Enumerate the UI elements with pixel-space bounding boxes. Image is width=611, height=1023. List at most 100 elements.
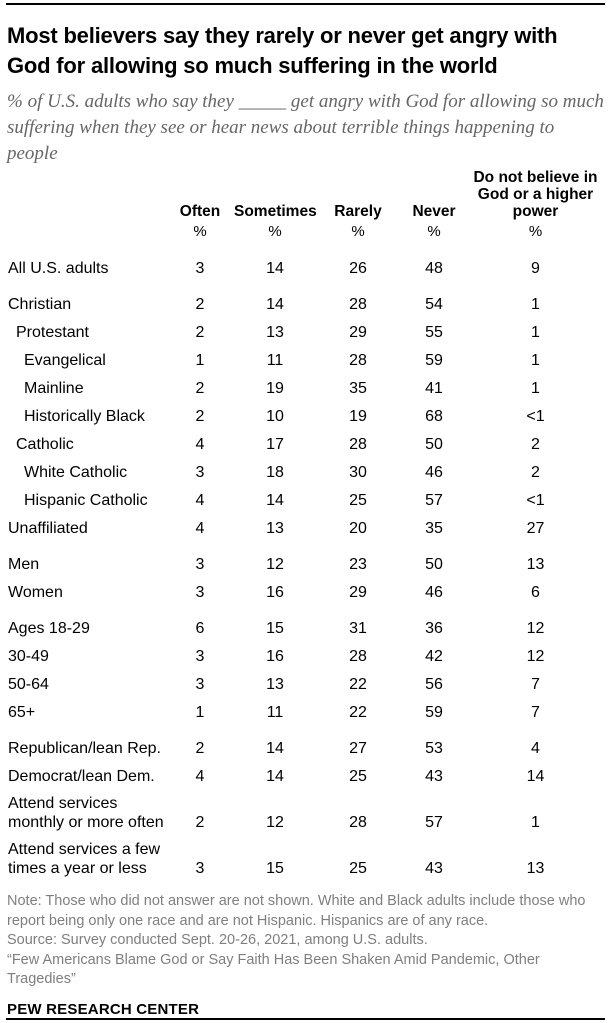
cell-value: 22 <box>349 704 367 721</box>
note-text: Note: Those who did not answer are not s… <box>7 893 586 929</box>
cell-value: 1 <box>531 352 540 369</box>
table-row: White Catholic 3 18 30 46 2 <box>6 454 603 482</box>
row-label: All U.S. adults <box>8 260 109 277</box>
cell-value: 46 <box>425 464 443 481</box>
table-row: Women 3 16 29 46 6 <box>6 574 603 602</box>
cell-value: 3 <box>195 584 205 601</box>
percent-symbol: % <box>427 222 441 240</box>
row-label: Protestant <box>16 324 89 341</box>
cell-value: 43 <box>425 768 443 785</box>
table-row: Democrat/lean Dem. 4 14 25 43 14 <box>6 758 603 786</box>
column-header-sometimes: Sometimes <box>234 203 317 220</box>
cell-value: 1 <box>531 380 540 397</box>
percent-symbol-row: % % % % % <box>6 220 603 242</box>
percent-symbol-empty <box>6 220 166 242</box>
row-label: Unaffiliated <box>8 520 88 537</box>
column-header-row: Often Sometimes Rarely Never Do not beli… <box>6 169 603 220</box>
cell-value: 3 <box>195 464 205 481</box>
percent-symbol: % <box>268 222 282 240</box>
cell-value: 28 <box>349 814 367 831</box>
table-row: 30-49 3 16 28 42 12 <box>6 638 603 666</box>
cell-value: 1 <box>531 814 540 831</box>
cell-value: 59 <box>425 352 443 369</box>
cell-value: 2 <box>531 436 540 453</box>
data-table: Often Sometimes Rarely Never Do not beli… <box>6 169 603 878</box>
row-label: 65+ <box>8 704 36 721</box>
cell-value: 12 <box>266 556 284 573</box>
cell-value: 35 <box>349 380 367 397</box>
cell-value: 29 <box>349 324 367 341</box>
cell-value: 2 <box>195 814 205 831</box>
table-row: Hispanic Catholic 4 14 25 57 <1 <box>6 482 603 510</box>
cell-value: 1 <box>531 296 540 313</box>
row-label: Evangelical <box>24 352 106 369</box>
percent-symbol: % <box>351 222 365 240</box>
cell-value: 2 <box>195 380 205 397</box>
cell-value: 14 <box>266 740 284 757</box>
table-row: Historically Black 2 10 19 68 <1 <box>6 398 603 426</box>
cell-value: 16 <box>266 648 284 665</box>
cell-value: 4 <box>195 492 205 509</box>
percent-symbol: % <box>193 222 207 240</box>
cell-value: 12 <box>526 648 545 665</box>
cell-value: 50 <box>425 436 443 453</box>
cell-value: 13 <box>526 556 545 573</box>
cell-value: 20 <box>349 520 367 537</box>
cell-value: 2 <box>195 324 205 341</box>
page-subtitle: % of U.S. adults who say they _____ get … <box>7 91 604 164</box>
cell-value: 28 <box>349 352 367 369</box>
cell-value: 36 <box>425 620 443 637</box>
cell-value: 22 <box>349 676 367 693</box>
source-text: Source: Survey conducted Sept. 20-26, 20… <box>7 932 428 948</box>
cell-value: 4 <box>195 520 205 537</box>
page-title: Most believers say they rarely or never … <box>7 23 558 78</box>
row-label: Men <box>8 556 40 573</box>
cell-value: 3 <box>195 648 205 665</box>
cell-value: 12 <box>526 620 545 637</box>
column-header-nonbeliever: Do not believe in God or a higher power <box>473 169 598 220</box>
cell-value: 9 <box>531 260 540 277</box>
table-row: Attend services monthly or more often 2 1 2… <box>6 786 603 832</box>
table-header: Often Sometimes Rarely Never Do not beli… <box>6 169 603 242</box>
cell-value: 56 <box>425 676 443 693</box>
cell-value: 11 <box>266 352 284 369</box>
row-label: Catholic <box>16 436 74 453</box>
cell-value: 28 <box>349 648 367 665</box>
cell-value: 2 <box>531 464 540 481</box>
cell-value: 2 <box>195 296 205 313</box>
cell-value: 4 <box>531 740 540 757</box>
row-label: 50-64 <box>8 676 49 693</box>
table-row: Christian 2 14 28 54 1 <box>6 278 603 314</box>
cell-value: 4 <box>195 768 205 785</box>
row-label: Attend services a few times a year or le… <box>8 841 161 877</box>
cell-value: 27 <box>349 740 367 757</box>
cell-value: 3 <box>195 260 205 277</box>
cell-value: 19 <box>349 408 367 425</box>
cell-value: 18 <box>266 464 284 481</box>
table-row: Ages 18-29 6 15 31 36 12 <box>6 602 603 638</box>
table-row: Unaffiliated 4 13 20 35 27 <box>6 510 603 538</box>
cell-value: 13 <box>266 520 284 537</box>
cell-value: 1 <box>195 352 205 369</box>
table-row: 50-64 3 13 22 56 7 <box>6 666 603 694</box>
cell-value: 53 <box>425 740 443 757</box>
cell-value: 27 <box>526 520 545 537</box>
pew-research-center-wordmark: PEW RESEARCH CENTER <box>7 1000 200 1018</box>
cell-value: 7 <box>531 704 540 721</box>
cell-value: 17 <box>266 436 284 453</box>
cell-value: 57 <box>425 492 443 509</box>
cell-value: 13 <box>266 676 284 693</box>
cell-value: 14 <box>266 768 284 785</box>
row-label: Attend services monthly or more often <box>8 795 164 831</box>
cell-value: 35 <box>425 520 443 537</box>
column-header-empty <box>6 169 166 220</box>
top-rule <box>6 3 605 5</box>
cell-value: 41 <box>425 380 443 397</box>
cell-value: 14 <box>266 296 284 313</box>
table-row: Republican/lean Rep. 2 14 27 53 4 <box>6 722 603 758</box>
table-row: Evangelical 1 11 28 59 1 <box>6 342 603 370</box>
table-row: Catholic 4 17 28 50 2 <box>6 426 603 454</box>
table-row: Protestant 2 13 29 55 1 <box>6 314 603 342</box>
cell-value: 6 <box>531 584 540 601</box>
